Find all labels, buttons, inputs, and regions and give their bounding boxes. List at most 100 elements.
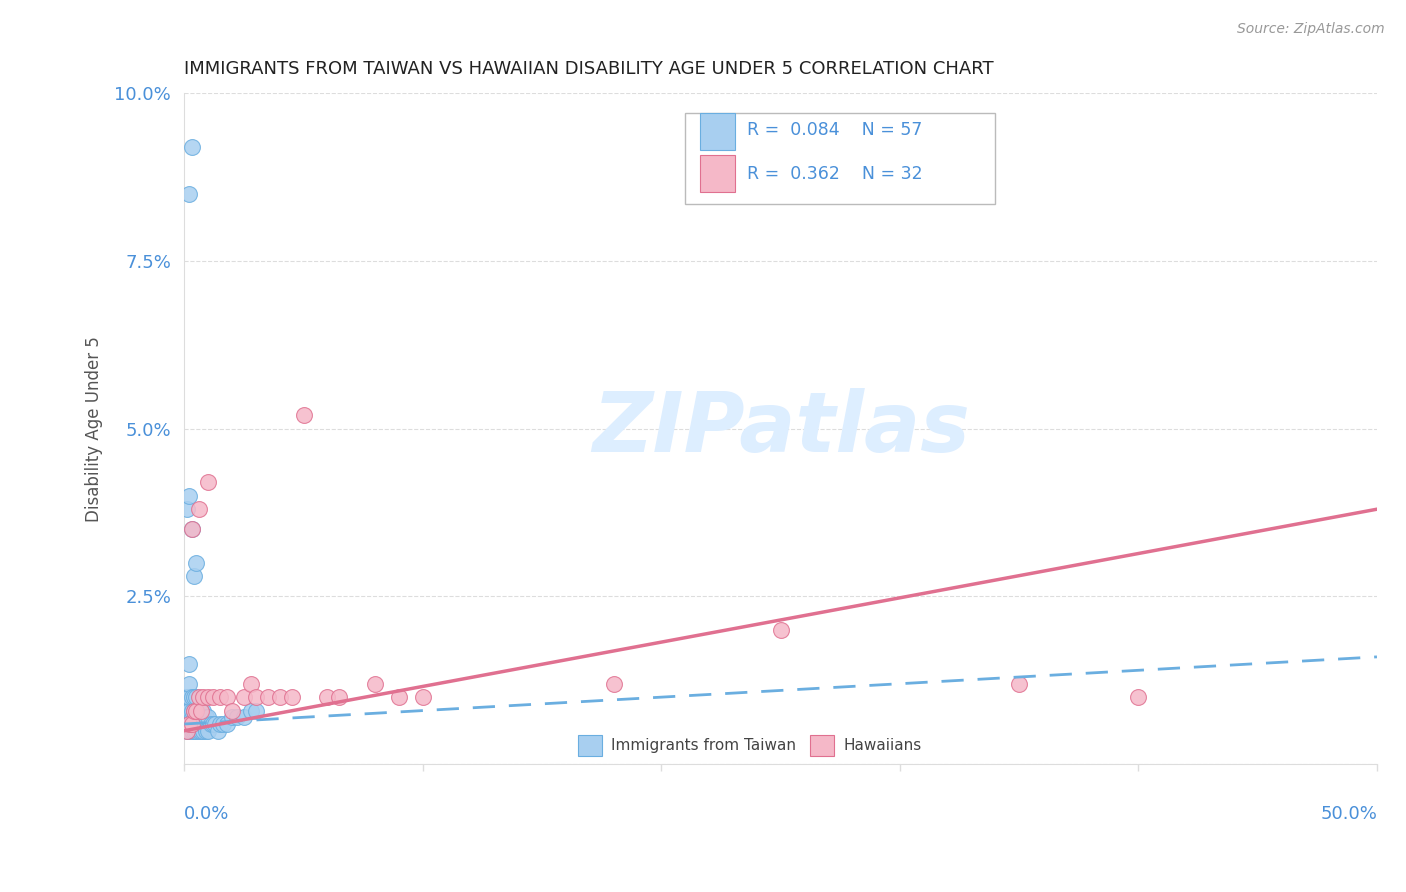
Point <box>190 704 212 718</box>
Point <box>197 723 219 738</box>
Point <box>179 723 201 738</box>
Point <box>180 140 202 154</box>
Point <box>186 556 208 570</box>
Point <box>197 710 219 724</box>
Point <box>388 690 411 705</box>
Point <box>180 717 202 731</box>
Point <box>176 723 198 738</box>
Point <box>186 717 208 731</box>
Bar <box>700 113 735 150</box>
Text: IMMIGRANTS FROM TAIWAN VS HAWAIIAN DISABILITY AGE UNDER 5 CORRELATION CHART: IMMIGRANTS FROM TAIWAN VS HAWAIIAN DISAB… <box>184 60 994 78</box>
Point <box>233 710 256 724</box>
Point <box>221 704 243 718</box>
Point <box>217 690 239 705</box>
Point <box>200 717 222 731</box>
Point <box>256 690 278 705</box>
Point <box>180 690 202 705</box>
Point <box>193 690 215 705</box>
Point <box>179 657 201 671</box>
Point <box>201 717 224 731</box>
Point <box>179 690 201 705</box>
Point <box>245 704 267 718</box>
Point <box>221 710 243 724</box>
Point <box>176 704 198 718</box>
Point <box>180 522 202 536</box>
Point <box>197 690 219 705</box>
Point <box>179 704 201 718</box>
Point <box>233 690 256 705</box>
Text: Hawaiians: Hawaiians <box>844 738 922 753</box>
Point <box>179 710 201 724</box>
Point <box>1008 677 1031 691</box>
Point <box>269 690 291 705</box>
Point <box>187 723 209 738</box>
Point <box>179 186 201 201</box>
Point <box>186 690 208 705</box>
Point <box>245 690 267 705</box>
Point <box>183 704 205 718</box>
Point <box>292 409 315 423</box>
Point <box>193 717 215 731</box>
Point <box>201 690 224 705</box>
Point <box>193 723 215 738</box>
Point <box>240 704 263 718</box>
Point <box>176 717 198 731</box>
Bar <box>810 735 834 756</box>
Text: Immigrants from Taiwan: Immigrants from Taiwan <box>612 738 796 753</box>
Point <box>412 690 434 705</box>
Point <box>207 723 229 738</box>
Point <box>211 717 233 731</box>
Point <box>193 704 215 718</box>
Point <box>186 704 208 718</box>
Point <box>217 717 239 731</box>
Point <box>180 717 202 731</box>
Point <box>225 710 247 724</box>
Point <box>183 690 205 705</box>
Point <box>186 710 208 724</box>
Point <box>183 704 205 718</box>
Point <box>186 723 208 738</box>
Point <box>176 723 198 738</box>
Point <box>183 717 205 731</box>
Text: R =  0.362    N = 32: R = 0.362 N = 32 <box>747 165 922 183</box>
Point <box>180 522 202 536</box>
Text: ZIPatlas: ZIPatlas <box>592 388 970 469</box>
Point <box>602 677 624 691</box>
Point <box>176 710 198 724</box>
Point <box>190 704 212 718</box>
Point <box>364 677 387 691</box>
Point <box>187 704 209 718</box>
Point <box>190 723 212 738</box>
FancyBboxPatch shape <box>685 113 995 203</box>
Point <box>209 690 232 705</box>
Point <box>179 489 201 503</box>
Y-axis label: Disability Age Under 5: Disability Age Under 5 <box>86 335 103 522</box>
Point <box>316 690 339 705</box>
Text: 0.0%: 0.0% <box>184 805 229 822</box>
Point <box>280 690 302 705</box>
Point <box>179 717 201 731</box>
Text: 50.0%: 50.0% <box>1320 805 1376 822</box>
Point <box>180 704 202 718</box>
Bar <box>700 155 735 193</box>
Point <box>187 502 209 516</box>
Point <box>190 717 212 731</box>
Point <box>209 717 232 731</box>
Point <box>769 623 792 637</box>
Point <box>204 717 226 731</box>
Point <box>179 717 201 731</box>
Bar <box>578 735 602 756</box>
Point <box>183 569 205 583</box>
Point <box>179 677 201 691</box>
Point <box>180 723 202 738</box>
Point <box>328 690 350 705</box>
Point <box>180 710 202 724</box>
Point <box>183 723 205 738</box>
Point <box>176 690 198 705</box>
Point <box>240 677 263 691</box>
Point <box>1128 690 1150 705</box>
Point <box>197 475 219 490</box>
Point <box>187 717 209 731</box>
Point <box>176 502 198 516</box>
Point <box>187 690 209 705</box>
